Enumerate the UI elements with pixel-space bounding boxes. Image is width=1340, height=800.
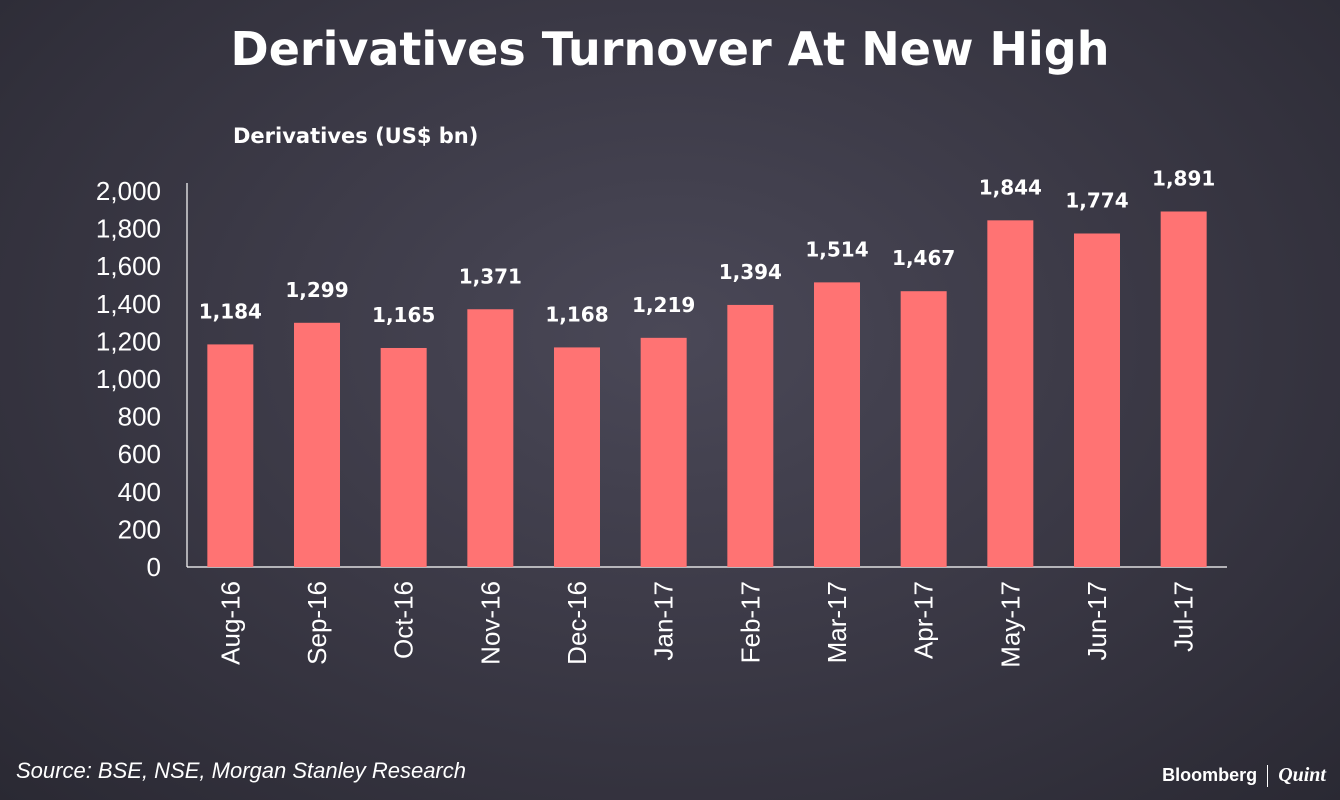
data-label: 1,165 — [372, 303, 435, 327]
y-tick-label: 1,000 — [96, 364, 161, 394]
bar-may-17 — [987, 220, 1034, 567]
x-tick-label: Feb-17 — [735, 581, 765, 663]
chart-title: Derivatives Turnover At New High — [230, 22, 1110, 76]
source-note: Source: BSE, NSE, Morgan Stanley Researc… — [16, 758, 466, 783]
y-axis-label: Derivatives (US$ bn) — [233, 124, 479, 148]
x-tick-label: Dec-16 — [562, 581, 592, 665]
brand-divider — [1267, 764, 1269, 787]
data-label: 1,514 — [805, 237, 868, 261]
bar-feb-17 — [727, 304, 774, 567]
y-tick-label: 1,400 — [96, 289, 161, 319]
x-tick-label: Jun-17 — [1082, 581, 1112, 661]
data-label: 1,219 — [632, 293, 695, 317]
x-tick-label: Aug-16 — [215, 581, 245, 665]
brand-bloomberg: Bloomberg — [1162, 765, 1258, 785]
x-tick-label: Jul-17 — [1169, 581, 1199, 652]
data-label: 1,371 — [459, 264, 522, 288]
x-tick-label: Sep-16 — [302, 581, 332, 665]
data-label: 1,891 — [1152, 166, 1215, 190]
y-tick-label: 1,200 — [96, 326, 161, 356]
x-tick-label: Oct-16 — [389, 581, 419, 659]
x-tick-label: Nov-16 — [475, 581, 505, 665]
data-label: 1,774 — [1065, 188, 1128, 212]
data-label: 1,394 — [719, 260, 782, 284]
y-tick-label: 800 — [118, 402, 161, 432]
x-tick-label: Apr-17 — [909, 581, 939, 659]
data-label: 1,168 — [545, 302, 608, 326]
bar-jul-17 — [1160, 211, 1207, 567]
bar-nov-16 — [467, 309, 514, 567]
data-label: 1,299 — [285, 278, 348, 302]
y-tick-label: 200 — [118, 514, 161, 544]
bar-jan-17 — [640, 337, 687, 567]
y-tick-label: 2,000 — [96, 176, 161, 206]
bar-oct-16 — [380, 347, 427, 567]
y-tick-label: 1,800 — [96, 214, 161, 244]
x-tick-label: May-17 — [995, 581, 1025, 668]
bar-apr-17 — [900, 291, 947, 567]
bar-sep-16 — [294, 322, 340, 567]
data-label: 1,844 — [979, 175, 1042, 199]
x-tick-label: Mar-17 — [822, 581, 852, 663]
bar-mar-17 — [814, 282, 860, 567]
bar-aug-16 — [207, 344, 254, 567]
y-tick-label: 600 — [118, 439, 161, 469]
y-tick-label: 1,600 — [96, 251, 161, 281]
y-tick-label: 0 — [147, 552, 161, 582]
brand-quint: Quint — [1278, 764, 1326, 786]
data-label: 1,184 — [199, 299, 262, 323]
x-tick-label: Jan-17 — [649, 581, 679, 661]
bar-dec-16 — [554, 347, 600, 567]
data-label: 1,467 — [892, 246, 955, 270]
y-tick-label: 400 — [118, 477, 161, 507]
bar-jun-17 — [1074, 233, 1120, 567]
brand-logo: Bloomberg Quint — [1162, 764, 1326, 787]
